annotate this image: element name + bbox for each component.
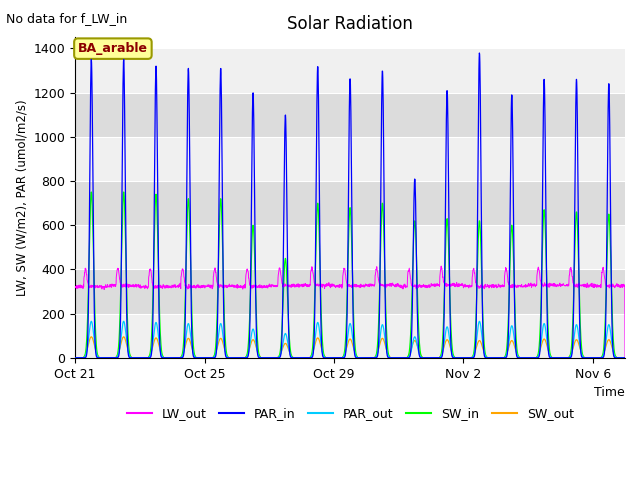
Text: No data for f_LW_in: No data for f_LW_in <box>6 12 127 25</box>
Title: Solar Radiation: Solar Radiation <box>287 15 413 33</box>
Bar <box>75 269 625 313</box>
Bar <box>75 93 625 137</box>
X-axis label: Time: Time <box>595 386 625 399</box>
Bar <box>75 137 625 181</box>
Y-axis label: LW, SW (W/m2), PAR (umol/m2/s): LW, SW (W/m2), PAR (umol/m2/s) <box>15 99 28 296</box>
Legend: LW_out, PAR_in, PAR_out, SW_in, SW_out: LW_out, PAR_in, PAR_out, SW_in, SW_out <box>122 403 579 425</box>
Bar <box>75 313 625 358</box>
Text: BA_arable: BA_arable <box>78 42 148 55</box>
Bar <box>75 48 625 93</box>
Bar <box>75 181 625 225</box>
Bar <box>75 225 625 269</box>
